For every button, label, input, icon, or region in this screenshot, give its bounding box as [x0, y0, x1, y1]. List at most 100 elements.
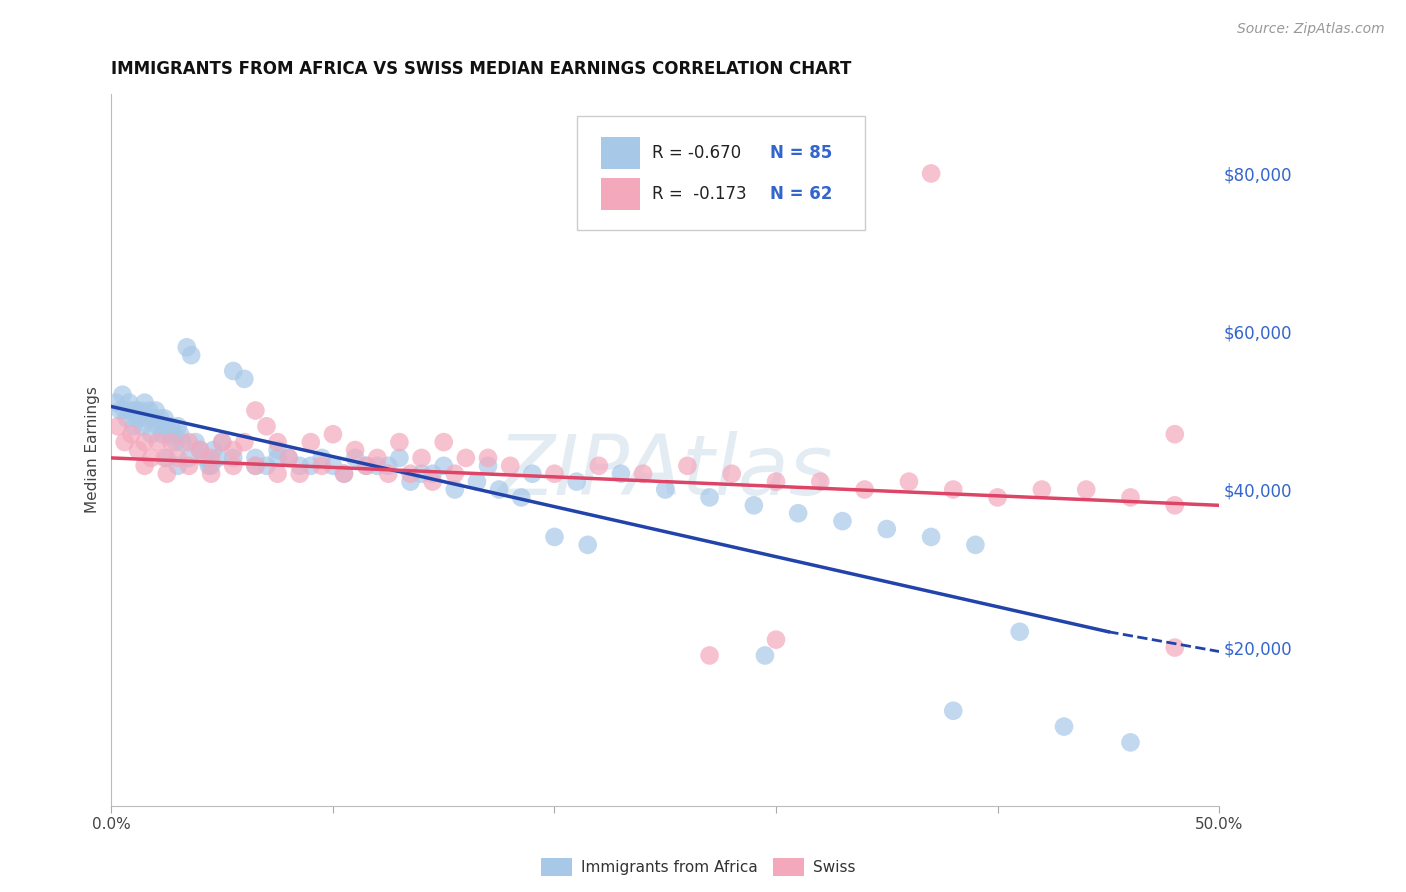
Point	[141, 427, 163, 442]
Point	[146, 419, 169, 434]
Point	[188, 442, 211, 457]
Point	[399, 475, 422, 489]
Point	[245, 458, 267, 473]
Point	[1119, 491, 1142, 505]
Point	[153, 411, 176, 425]
Point	[167, 458, 190, 473]
Point	[299, 435, 322, 450]
Point	[299, 458, 322, 473]
Point	[377, 458, 399, 473]
Point	[180, 348, 202, 362]
Point	[631, 467, 654, 481]
Point	[333, 467, 356, 481]
Point	[897, 475, 920, 489]
Point	[149, 411, 172, 425]
Point	[115, 411, 138, 425]
Point	[176, 340, 198, 354]
Point	[765, 475, 787, 489]
Point	[565, 475, 588, 489]
Point	[233, 435, 256, 450]
Point	[1164, 499, 1187, 513]
Point	[344, 450, 367, 465]
Point	[127, 442, 149, 457]
Point	[277, 450, 299, 465]
Point	[920, 530, 942, 544]
Point	[245, 458, 267, 473]
Point	[200, 458, 222, 473]
Point	[808, 475, 831, 489]
Point	[202, 442, 225, 457]
Point	[366, 450, 388, 465]
Point	[454, 450, 477, 465]
Point	[876, 522, 898, 536]
Point	[122, 419, 145, 434]
Point	[256, 419, 278, 434]
Point	[134, 395, 156, 409]
Point	[654, 483, 676, 497]
Text: R = -0.670: R = -0.670	[652, 145, 741, 162]
Point	[114, 435, 136, 450]
Point	[942, 704, 965, 718]
Point	[107, 419, 129, 434]
Point	[177, 458, 200, 473]
Point	[354, 458, 377, 473]
Point	[157, 427, 180, 442]
Point	[277, 450, 299, 465]
Point	[198, 458, 221, 473]
Point	[169, 427, 191, 442]
Point	[411, 467, 433, 481]
Point	[699, 648, 721, 663]
Point	[142, 411, 165, 425]
Point	[311, 458, 333, 473]
Point	[987, 491, 1010, 505]
Point	[543, 530, 565, 544]
Point	[120, 403, 142, 417]
Point	[135, 411, 157, 425]
Point	[200, 467, 222, 481]
FancyBboxPatch shape	[576, 116, 865, 229]
Point	[233, 372, 256, 386]
Point	[366, 458, 388, 473]
Point	[965, 538, 987, 552]
Point	[422, 475, 444, 489]
Point	[754, 648, 776, 663]
Point	[1008, 624, 1031, 639]
Point	[720, 467, 742, 481]
Point	[104, 395, 127, 409]
Point	[245, 450, 267, 465]
Point	[245, 403, 267, 417]
FancyBboxPatch shape	[600, 137, 640, 169]
Point	[145, 403, 167, 417]
Y-axis label: Median Earnings: Median Earnings	[86, 386, 100, 514]
Point	[388, 435, 411, 450]
Point	[477, 450, 499, 465]
Point	[1031, 483, 1053, 497]
Point	[111, 387, 134, 401]
Point	[543, 467, 565, 481]
Point	[676, 458, 699, 473]
Point	[160, 419, 183, 434]
Point	[411, 450, 433, 465]
Point	[853, 483, 876, 497]
Point	[222, 458, 245, 473]
Point	[333, 467, 356, 481]
Point	[222, 450, 245, 465]
Point	[172, 435, 194, 450]
Point	[477, 458, 499, 473]
Point	[222, 442, 245, 457]
Point	[177, 435, 200, 450]
Point	[207, 450, 229, 465]
Point	[138, 403, 160, 417]
Point	[1076, 483, 1098, 497]
Point	[377, 467, 399, 481]
Point	[920, 166, 942, 180]
Point	[160, 435, 183, 450]
Point	[488, 483, 510, 497]
Text: IMMIGRANTS FROM AFRICA VS SWISS MEDIAN EARNINGS CORRELATION CHART: IMMIGRANTS FROM AFRICA VS SWISS MEDIAN E…	[111, 60, 852, 78]
Point	[288, 467, 311, 481]
Point	[127, 411, 149, 425]
Text: R =  -0.173: R = -0.173	[652, 185, 747, 203]
Point	[200, 450, 222, 465]
Text: Swiss: Swiss	[813, 860, 855, 874]
Point	[266, 435, 288, 450]
